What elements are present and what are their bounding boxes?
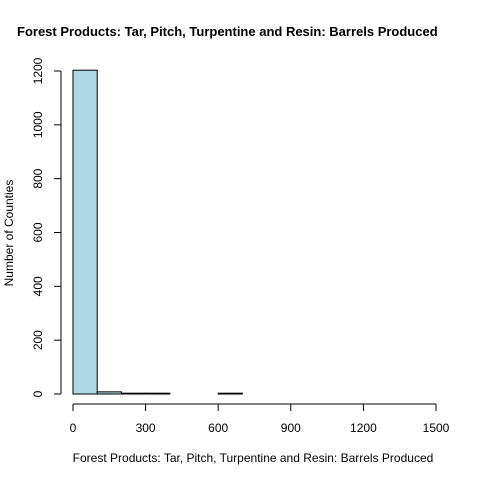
x-tick-label-3: 900 xyxy=(281,421,301,435)
y-tick-label-1: 200 xyxy=(31,330,45,350)
x-tick-label-2: 600 xyxy=(208,421,228,435)
histogram-bar-0 xyxy=(72,69,98,395)
histogram-bar-1 xyxy=(96,391,122,395)
x-tick-label-4: 1200 xyxy=(350,421,377,435)
y-tick-label-0: 0 xyxy=(31,390,45,397)
bars-group xyxy=(72,69,243,395)
histogram-bar-2 xyxy=(120,392,147,395)
x-tick-label-1: 300 xyxy=(136,421,156,435)
y-axis-label: Number of Counties xyxy=(2,180,16,287)
histogram-bar-6 xyxy=(217,392,243,395)
x-tick-label-5: 1500 xyxy=(423,421,450,435)
x-axis-label: Forest Products: Tar, Pitch, Turpentine … xyxy=(73,451,434,465)
y-tick-label-3: 600 xyxy=(31,222,45,242)
chart-title: Forest Products: Tar, Pitch, Turpentine … xyxy=(17,24,438,39)
y-tick-label-5: 1000 xyxy=(31,111,45,138)
x-tick-label-0: 0 xyxy=(70,421,77,435)
x-axis: 0 300 600 900 1200 1500 xyxy=(70,403,450,435)
histogram-bar-3 xyxy=(145,392,171,395)
y-tick-label-2: 400 xyxy=(31,276,45,296)
y-tick-label-4: 800 xyxy=(31,168,45,188)
y-axis: 0 200 400 600 800 1000 1200 xyxy=(31,57,62,397)
y-tick-label-6: 1200 xyxy=(31,57,45,84)
